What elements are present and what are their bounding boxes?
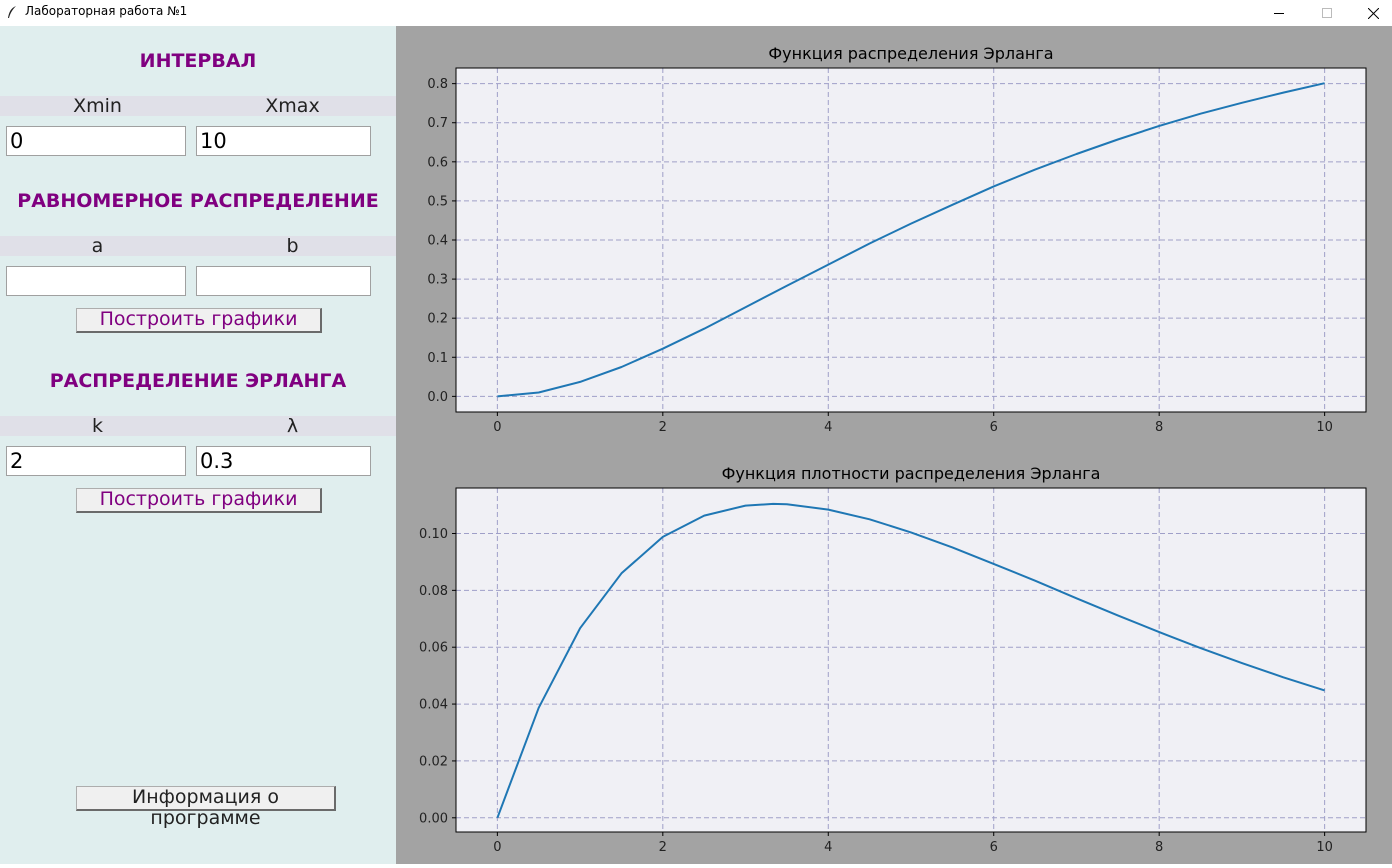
y-tick-label: 0.04	[419, 698, 448, 713]
window-title: Лабораторная работа №1	[25, 4, 188, 18]
maximize-button[interactable]	[1304, 0, 1350, 26]
y-tick-label: 0.2	[427, 312, 448, 327]
minimize-button[interactable]	[1256, 0, 1302, 26]
chart-title: Функция распределения Эрланга	[768, 44, 1053, 63]
chart-2: 0 2 4 6 8 10 0.00 0.02 0.04 0.06 0.08 0.10 Функция п…	[419, 464, 1367, 855]
x-tick-label: 2	[659, 840, 667, 855]
xmin-input[interactable]	[6, 126, 186, 156]
y-tick-label: 0.10	[419, 527, 448, 542]
y-tick-label: 0.8	[427, 77, 448, 92]
y-tick-label: 0.02	[419, 754, 448, 769]
x-tick-label: 8	[1155, 420, 1163, 435]
xmax-input[interactable]	[196, 126, 371, 156]
figure: 0 2 4 6 8 10 0.0 0.1 0.2 0.3 0.4 0.5 0.6 0.7 0.8 Функци…	[419, 44, 1367, 855]
lambda-label: λ	[286, 415, 299, 437]
uniform-title: РАВНОМЕРНОЕ РАСПРЕДЕЛЕНИЕ	[17, 190, 379, 212]
interval-title: ИНТЕРВАЛ	[139, 50, 257, 72]
y-tick-label: 0.3	[427, 273, 448, 288]
x-tick-label: 6	[990, 420, 998, 435]
lambda-input[interactable]	[196, 446, 371, 476]
y-tick-label: 0.1	[427, 351, 448, 366]
minimize-icon	[1274, 13, 1284, 14]
feather-icon	[8, 6, 16, 18]
y-tick-label: 0.00	[419, 811, 448, 826]
plot-frame	[455, 67, 1367, 413]
x-tick-label: 0	[493, 840, 501, 855]
xmax-label: Xmax	[265, 95, 320, 117]
y-tick-label: 0.7	[427, 116, 448, 131]
xmin-label: Xmin	[73, 95, 122, 117]
x-tick-label: 10	[1316, 840, 1333, 855]
erlang-title: РАСПРЕДЕЛЕНИЕ ЭРЛАНГА	[49, 370, 347, 392]
uniform-label-row: a b	[0, 236, 396, 256]
plot-background	[456, 488, 1366, 832]
close-button[interactable]	[1350, 0, 1392, 26]
info-button[interactable]: Информация о программе	[76, 786, 336, 829]
series-line	[497, 82, 1325, 398]
x-tick-label: 8	[1155, 840, 1163, 855]
interval-label-row: Xmin Xmax	[0, 96, 396, 116]
x-tick-label: 4	[824, 840, 832, 855]
erlang-plot-button[interactable]: Построить графики	[76, 488, 322, 513]
x-tick-label: 2	[659, 420, 667, 435]
y-tick-label: 0.6	[427, 155, 448, 170]
plot-area: 0 2 4 6 8 10 0.0 0.1 0.2 0.3 0.4 0.5 0.6 0.7 0.8 Функци…	[396, 26, 1392, 864]
erlang-label-row: k λ	[0, 416, 396, 436]
a-input[interactable]	[6, 266, 186, 296]
x-tick-label: 6	[990, 840, 998, 855]
x-tick-label: 0	[493, 420, 501, 435]
control-panel: ИНТЕРВАЛ Xmin Xmax РАВНОМЕРНОЕ РАСПРЕДЕЛ…	[0, 26, 396, 864]
y-tick-label: 0.5	[427, 194, 448, 209]
b-input[interactable]	[196, 266, 371, 296]
y-tick-label: 0.06	[419, 641, 448, 656]
x-tick-label: 10	[1316, 420, 1333, 435]
close-icon	[1367, 7, 1379, 19]
series-line	[496, 502, 1325, 819]
chart-title: Функция плотности распределения Эрланга	[722, 464, 1101, 483]
x-tick-label: 4	[824, 420, 832, 435]
k-label: k	[91, 415, 103, 437]
y-tick-label: 0.0	[427, 390, 448, 405]
b-label: b	[286, 235, 299, 257]
plot-background	[456, 68, 1366, 412]
y-tick-label: 0.4	[427, 234, 448, 249]
plot-frame	[455, 487, 1367, 833]
a-label: a	[91, 235, 104, 257]
maximize-icon	[1322, 8, 1332, 18]
y-tick-label: 0.08	[419, 584, 448, 599]
uniform-plot-button[interactable]: Построить графики	[76, 308, 322, 333]
title-bar: Лабораторная работа №1	[0, 0, 1392, 26]
chart-1: 0 2 4 6 8 10 0.0 0.1 0.2 0.3 0.4 0.5 0.6 0.7 0.8 Функци…	[427, 44, 1367, 435]
k-input[interactable]	[6, 446, 186, 476]
